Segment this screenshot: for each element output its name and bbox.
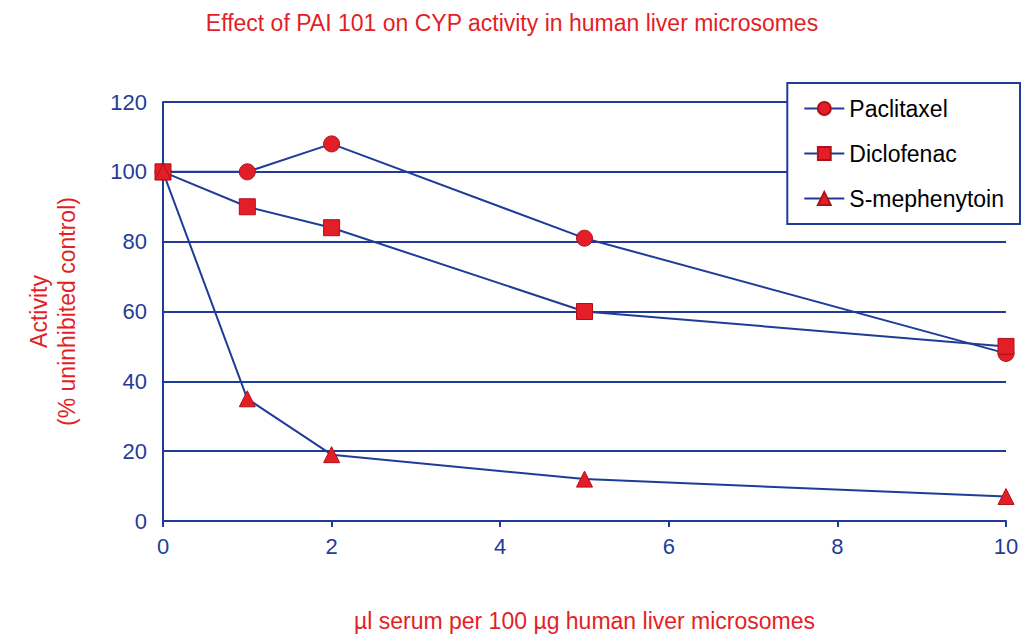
svg-text:S-mephenytoin: S-mephenytoin [849,186,1004,212]
svg-text:Paclitaxel: Paclitaxel [849,96,947,122]
svg-text:10: 10 [994,534,1018,559]
svg-text:0: 0 [157,534,169,559]
svg-text:80: 80 [123,229,147,254]
svg-text:Diclofenac: Diclofenac [849,141,956,167]
svg-text:2: 2 [325,534,337,559]
svg-text:8: 8 [831,534,843,559]
svg-text:µl serum per 100 µg human live: µl serum per 100 µg human liver microsom… [354,608,815,634]
svg-text:60: 60 [123,299,147,324]
svg-text:(% uninhibited control): (% uninhibited control) [54,197,80,426]
svg-text:4: 4 [494,534,506,559]
svg-text:20: 20 [123,439,147,464]
svg-text:100: 100 [110,159,147,184]
svg-text:0: 0 [135,509,147,534]
svg-text:40: 40 [123,369,147,394]
svg-text:Activity: Activity [26,275,52,348]
svg-text:6: 6 [663,534,675,559]
svg-text:Effect of PAI 101 on CYP activ: Effect of PAI 101 on CYP activity in hum… [206,10,818,36]
svg-text:120: 120 [110,90,147,115]
